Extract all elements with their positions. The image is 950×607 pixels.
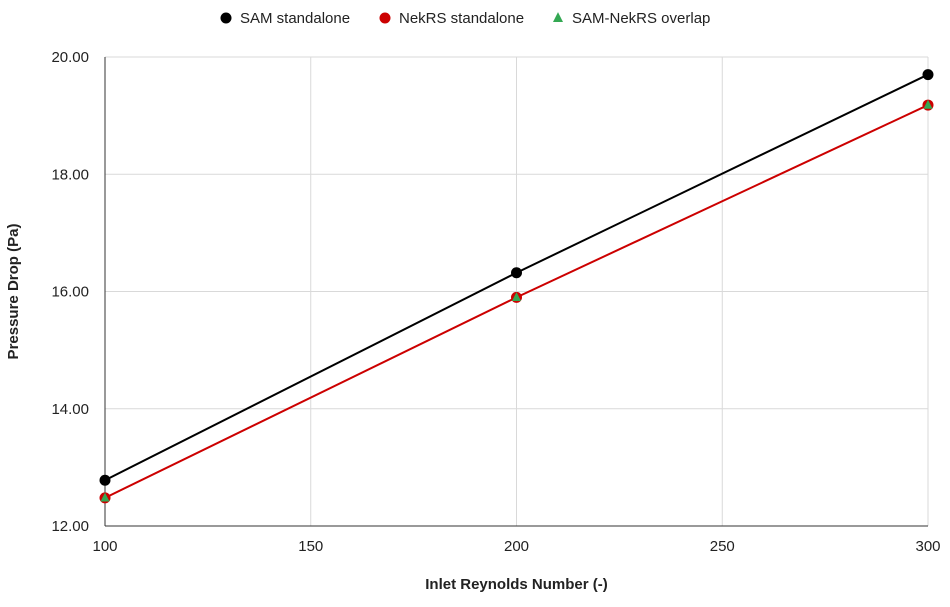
x-tick-label: 100 <box>92 538 117 555</box>
grid-lines <box>105 56 929 526</box>
legend-item: SAM standalone <box>220 10 350 27</box>
series-1 <box>99 69 934 486</box>
y-tick-label: 20.00 <box>51 49 89 66</box>
x-tick-label: 300 <box>915 538 940 555</box>
legend-label: SAM-NekRS overlap <box>572 10 710 27</box>
legend-label: NekRS standalone <box>399 10 524 27</box>
y-tick-label: 16.00 <box>51 284 89 301</box>
y-tick-label: 12.00 <box>51 518 89 535</box>
legend: SAM standalone NekRS standalone SAM-NekRS … <box>220 10 710 27</box>
series-layer <box>99 69 934 504</box>
legend-item: NekRS standalone <box>379 10 524 27</box>
x-tick-label: 250 <box>710 538 735 555</box>
data-point <box>922 69 934 81</box>
x-axis-title: Inlet Reynolds Number (-) <box>425 576 608 593</box>
legend-circle-icon <box>379 12 391 24</box>
legend-triangle-icon <box>553 12 563 23</box>
legend-label: SAM standalone <box>240 10 350 27</box>
data-point-triangle <box>512 292 521 302</box>
y-tick-labels: 12.00 14.00 16.00 18.00 20.00 <box>51 49 89 535</box>
x-tick-label: 150 <box>298 538 323 555</box>
x-tick-label: 200 <box>504 538 529 555</box>
data-point <box>511 267 522 279</box>
axes <box>104 57 928 527</box>
series-3 <box>100 99 933 502</box>
y-tick-label: 14.00 <box>51 401 89 418</box>
y-axis-title: Pressure Drop (Pa) <box>5 224 22 360</box>
data-point-triangle <box>100 492 110 502</box>
data-point <box>99 474 111 486</box>
x-tick-labels: 100 150 200 250 300 <box>92 538 940 555</box>
data-point-triangle <box>923 99 933 109</box>
legend-item: SAM-NekRS overlap <box>553 10 710 27</box>
legend-circle-icon <box>220 12 232 24</box>
y-tick-label: 18.00 <box>51 166 89 183</box>
